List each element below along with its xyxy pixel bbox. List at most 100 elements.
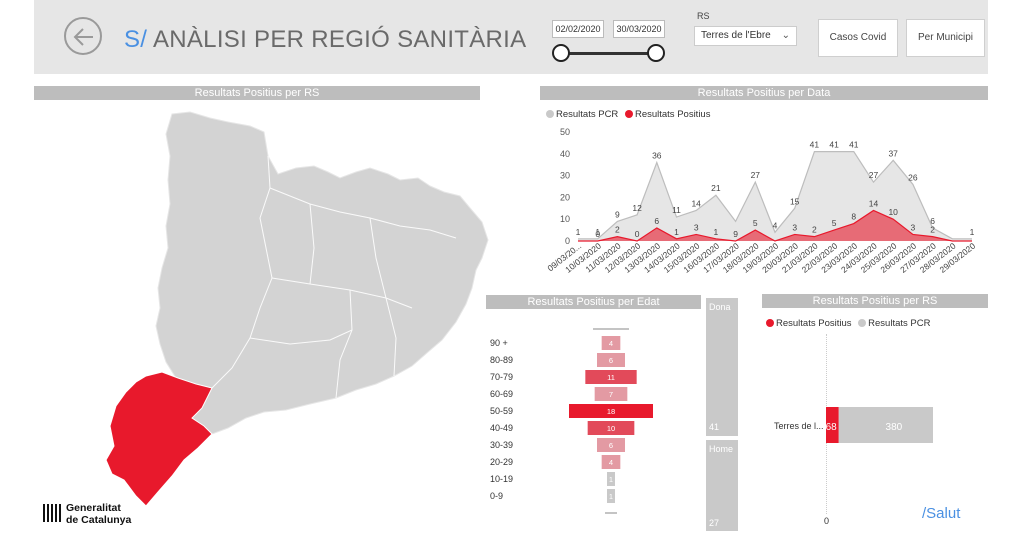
age-bar[interactable] <box>587 421 635 435</box>
positius-data-label: 0 <box>635 229 640 239</box>
title-text: ANÀLISI PER REGIÓ SANITÀRIA <box>152 26 527 53</box>
age-bar[interactable] <box>597 438 625 452</box>
age-bar-value: 1 <box>609 492 613 501</box>
positius-data-label: 8 <box>851 212 856 222</box>
casos-covid-button[interactable]: Casos Covid <box>818 19 898 57</box>
map-panel-title: Resultats Positius per RS <box>34 86 480 100</box>
pcr-data-label: 41 <box>849 140 859 150</box>
pcr-data-label: 26 <box>908 172 918 182</box>
gender-label-dona: Dona <box>709 302 731 312</box>
chevron-down-icon: ⌄ <box>781 30 790 41</box>
positius-data-label: 3 <box>911 222 916 232</box>
age-bar-value: 11 <box>607 373 615 382</box>
date-slider-end-handle[interactable] <box>647 44 665 62</box>
age-bar[interactable] <box>594 387 628 401</box>
pcr-data-label: 4 <box>773 220 778 230</box>
age-bar[interactable] <box>601 336 621 350</box>
age-bar-value: 7 <box>609 390 613 399</box>
gencat-emblem-icon <box>43 504 61 522</box>
age-bar[interactable] <box>601 455 621 469</box>
rs-category-label: Terres de l... <box>774 421 824 431</box>
age-bar[interactable] <box>607 472 615 486</box>
pcr-data-label: 1 <box>576 227 581 237</box>
positius-data-label: 1 <box>674 227 679 237</box>
age-category-label: 70-79 <box>490 372 514 382</box>
pcr-data-label: 15 <box>790 196 800 206</box>
age-category-label: 90 + <box>490 338 508 348</box>
positius-data-label: 2 <box>812 225 817 235</box>
age-bar-value: 10 <box>607 424 615 433</box>
age-bar[interactable] <box>597 353 625 367</box>
rs-bar-positius-value: 68 <box>826 422 837 433</box>
pcr-series-line <box>578 151 972 240</box>
date-slider-start-handle[interactable] <box>552 44 570 62</box>
rs-select[interactable]: Terres de l'Ebre ⌄ <box>694 26 797 46</box>
pcr-data-label: 9 <box>615 209 620 219</box>
age-bar-value: 4 <box>609 339 613 348</box>
age-bar-value: 1 <box>609 475 613 484</box>
positius-data-label: 2 <box>615 225 620 235</box>
age-bar-value: 6 <box>609 441 613 450</box>
y-tick-label: 50 <box>560 127 570 137</box>
age-category-label: 50-59 <box>490 406 514 416</box>
rs-bar-pcr-value: 380 <box>886 422 903 433</box>
legend-dot-positius-rs <box>766 319 774 327</box>
pcr-data-label: 6 <box>930 216 935 226</box>
gencat-logo: Generalitat de Catalunya <box>42 502 131 529</box>
age-bar[interactable] <box>607 489 615 503</box>
age-bar[interactable] <box>569 404 653 418</box>
positius-data-label: 0 <box>595 229 600 239</box>
rs-bar-pcr[interactable] <box>838 407 933 443</box>
y-tick-label: 40 <box>560 149 570 159</box>
date-end-input[interactable]: 30/03/2020 <box>613 20 665 38</box>
age-category-label: 20-29 <box>490 457 514 467</box>
pcr-data-label: 14 <box>691 198 701 208</box>
date-start-input[interactable]: 02/02/2020 <box>552 20 604 38</box>
gender-value-dona: 41 <box>709 422 720 432</box>
date-slider-track[interactable] <box>562 52 656 55</box>
map-region-catalonia[interactable] <box>155 111 489 435</box>
pcr-data-label: 21 <box>711 183 721 193</box>
pcr-data-label: 41 <box>829 140 839 150</box>
title-accent: S/ <box>124 26 148 53</box>
age-bar-value: 6 <box>609 356 613 365</box>
rs-selected-value: Terres de l'Ebre <box>701 30 771 41</box>
rs-bar-positius[interactable] <box>826 407 839 443</box>
age-bar-value: 18 <box>607 407 615 416</box>
rs-panel-title: Resultats Positius per RS <box>762 294 988 308</box>
date-panel-title: Resultats Positius per Data <box>540 86 988 100</box>
pcr-data-label: 41 <box>810 140 820 150</box>
gencat-line1: Generalitat <box>66 502 121 514</box>
age-category-label: 40-49 <box>490 423 514 433</box>
positius-data-label: 14 <box>869 198 879 208</box>
positius-data-label: 5 <box>832 218 837 228</box>
age-panel-title: Resultats Positius per Edat <box>486 295 701 309</box>
rs-chart-legend: Resultats Positius Resultats PCR <box>766 318 930 329</box>
y-tick-label: 20 <box>560 192 570 202</box>
catalonia-map <box>105 111 489 507</box>
gencat-line2: de Catalunya <box>66 514 132 526</box>
gender-bar-dona[interactable]: Dona 41 <box>706 298 738 436</box>
age-bar-value: 4 <box>609 458 613 467</box>
positius-data-label: 5 <box>753 218 758 228</box>
per-municipi-button[interactable]: Per Municipi <box>906 19 985 57</box>
legend-dot-positius <box>624 110 633 118</box>
positius-data-label: 1 <box>714 227 719 237</box>
gender-label-home: Home <box>709 444 734 454</box>
positius-data-label: 2 <box>930 225 935 235</box>
map-region-terres-ebre[interactable] <box>105 371 213 507</box>
rs-axis-tick-0: 0 <box>824 516 830 526</box>
legend-label-pcr-rs: Resultats PCR <box>868 318 931 329</box>
date-chart-legend: Resultats PCR Resultats Positius <box>546 109 710 120</box>
salut-logo: /Salut <box>922 505 961 522</box>
pcr-data-label: 27 <box>751 170 761 180</box>
positius-series-area <box>578 210 972 241</box>
age-bar[interactable] <box>585 370 637 384</box>
age-category-label: 0-9 <box>490 491 504 501</box>
gender-bar-home[interactable]: Home 27 <box>706 440 738 531</box>
rs-filter-label: RS <box>697 11 710 21</box>
y-tick-label: 30 <box>560 171 570 181</box>
back-button[interactable] <box>64 17 102 55</box>
legend-dot-pcr-rs <box>858 319 867 327</box>
